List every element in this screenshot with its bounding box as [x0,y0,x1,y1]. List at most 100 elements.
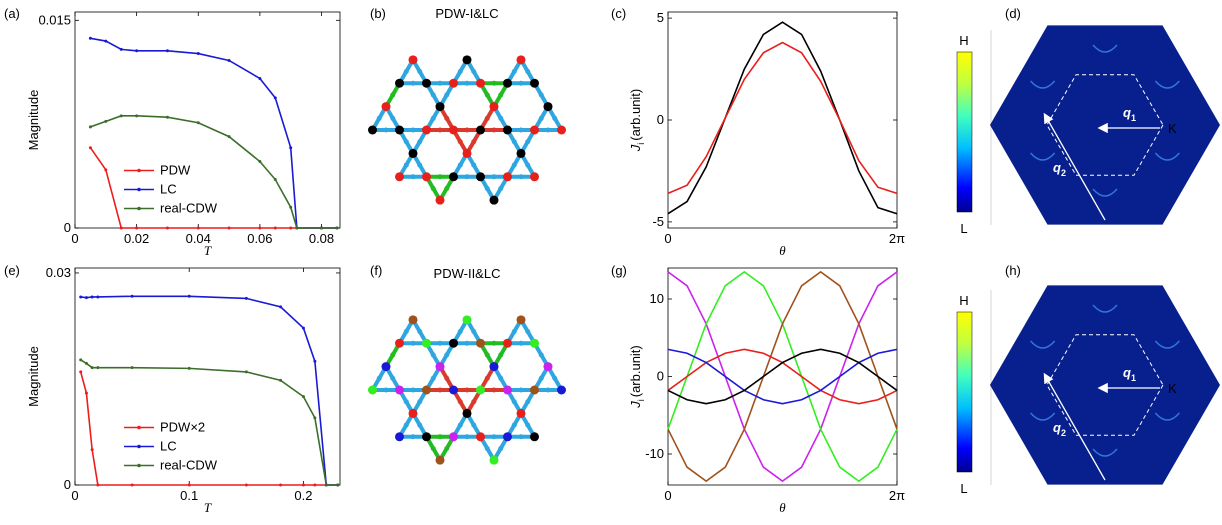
x-tick-label: 0 [664,231,671,246]
bond-arrow [465,434,470,439]
bond-arrow [444,352,449,357]
label-sub: 1 [1131,373,1136,383]
panel-label: (h) [1005,263,1021,278]
legend-label: LC [160,439,177,454]
bond-arrow [411,174,416,179]
lattice-site [422,386,431,395]
bond-arrow [512,329,517,334]
panel-label: (e) [4,263,20,278]
lattice-site [490,102,499,111]
k-point-label: K [1168,381,1177,396]
legend-label: PDW×2 [160,420,205,435]
panel-label: (d) [1005,6,1021,21]
colorbar [957,312,972,472]
bond-arrow [471,69,476,74]
lattice-site [476,126,485,135]
bond-arrow [465,128,470,133]
bond-arrow [404,423,409,428]
lattice-site [476,172,485,181]
label-sub: i [636,143,646,145]
point [188,367,191,370]
lattice-site [517,55,526,64]
lattice-site [530,386,539,395]
point [166,49,169,52]
bond-arrow [411,81,416,86]
lattice-site [395,79,404,88]
bond-arrow [438,434,443,439]
bond-arrow [519,434,524,439]
point [274,227,277,230]
lattice-site [476,432,485,441]
bond-arrow [417,139,422,144]
lattice-site [395,339,404,348]
bond-arrow [492,81,497,86]
bond-arrow [525,423,530,428]
colorbar [957,52,972,212]
lattice-site [503,126,512,135]
label-base: q [1053,420,1061,435]
bond-arrow [539,352,544,357]
panel-label: (g) [611,263,627,278]
bond-arrow [444,446,449,451]
bond-arrow [485,352,490,357]
point [85,362,88,365]
point [79,295,82,298]
point [85,392,88,395]
bond-arrow [458,423,463,428]
bond-arrow [431,376,436,381]
lattice-site [517,315,526,324]
plot-frame [668,268,897,485]
bond-arrow [431,446,436,451]
bond-arrow [525,329,530,334]
bond-arrow [444,116,449,121]
brillouin-zone [990,285,1220,484]
label-sub: 2 [1061,428,1066,438]
lattice-site [503,172,512,181]
lattice-site [409,149,418,158]
point [96,366,99,369]
point [245,370,248,373]
bond-arrow [377,116,382,121]
point [89,125,92,128]
bond-arrow [465,341,470,346]
bond-arrow [438,81,443,86]
bond-arrow [539,376,544,381]
lattice-site [517,409,526,418]
lattice-site [557,126,566,135]
lattice-site [449,386,458,395]
lattice-site [490,362,499,371]
bond-arrow [546,388,551,393]
point [245,297,248,300]
point [289,227,292,230]
bond-arrow [492,434,497,439]
point [131,484,134,487]
bond-arrow [438,128,443,133]
bond-arrow [377,376,382,381]
lattice-site [517,149,526,158]
lattice-site [490,456,499,465]
bond-arrow [519,388,524,393]
bond-arrow [498,352,503,357]
y-tick-label: 5 [657,10,664,25]
y-tick-label: 0.03 [46,265,71,280]
point [197,227,200,230]
lattice-site [530,172,539,181]
bond-arrow [512,139,517,144]
label-sub: 1 [1131,113,1136,123]
bond-arrow [546,128,551,133]
lattice-site [476,79,485,88]
point [91,448,94,451]
bond-arrow [411,128,416,133]
point [274,96,277,99]
point [279,379,282,382]
k-point-label: K [1168,121,1177,136]
lattice-site [422,339,431,348]
point [188,484,191,487]
bond-arrow [498,446,503,451]
point [325,484,328,487]
lattice-site [436,456,445,465]
bond-arrow [498,92,503,97]
lattice-site [503,339,512,348]
bond-arrow [417,399,422,404]
bond-arrow [431,92,436,97]
